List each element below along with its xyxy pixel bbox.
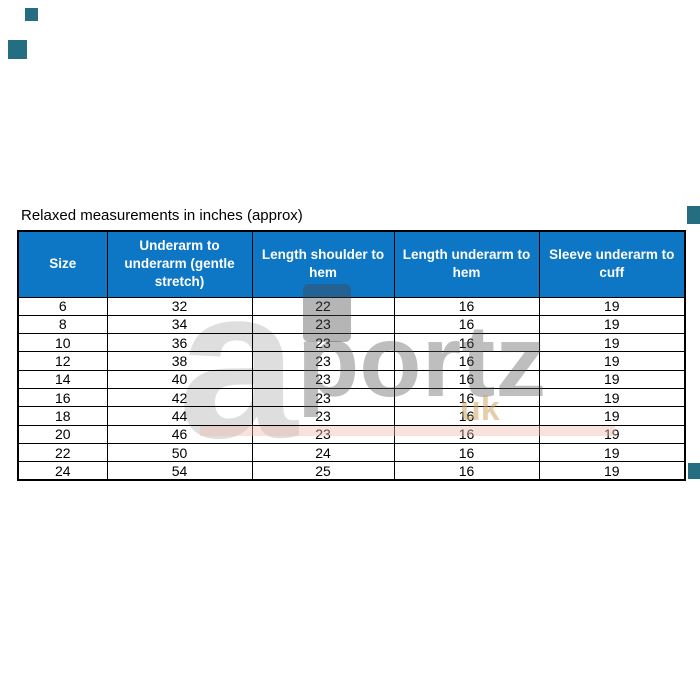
table-cell: 18 <box>17 406 108 426</box>
table-cell: 16 <box>393 424 540 444</box>
table-cell: 6 <box>17 296 108 316</box>
table-cell: 19 <box>538 351 686 371</box>
table-cell: 23 <box>251 387 395 408</box>
header-row: Size Underarm to underarm (gentle stretch… <box>17 230 686 298</box>
table-row: 20 46 23 16 19 <box>17 424 686 444</box>
table-cell: 42 <box>106 387 253 408</box>
table-cell: 19 <box>538 387 686 408</box>
table-cell: 23 <box>251 351 395 371</box>
table-cell: 8 <box>17 314 108 335</box>
table-cell: 54 <box>106 461 253 481</box>
table-cell: 16 <box>393 296 540 316</box>
table-cell: 16 <box>393 369 540 389</box>
table-cell: 16 <box>393 387 540 408</box>
table-cell: 19 <box>538 461 686 481</box>
column-header: Length underarm to hem <box>393 230 540 298</box>
decor-square-right-lower <box>688 463 700 479</box>
table-cell: 23 <box>251 314 395 335</box>
table-body: 6 32 22 16 19 8 34 23 16 19 10 36 23 16 19 12 38 23 16 19 14… <box>17 296 686 481</box>
table-cell: 36 <box>106 333 253 353</box>
table-cell: 19 <box>538 333 686 353</box>
table-cell: 24 <box>17 461 108 481</box>
table-row: 18 44 23 16 19 <box>17 406 686 426</box>
table-cell: 16 <box>393 314 540 335</box>
table-cell: 24 <box>251 442 395 463</box>
table-cell: 32 <box>106 296 253 316</box>
table-cell: 16 <box>393 442 540 463</box>
column-header: Length shoulder to hem <box>251 230 395 298</box>
column-header: Size <box>17 230 108 298</box>
table-row: 10 36 23 16 19 <box>17 333 686 353</box>
table-cell: 25 <box>251 461 395 481</box>
table-cell: 38 <box>106 351 253 371</box>
decor-square-right-upper <box>687 206 700 224</box>
column-header: Underarm to underarm (gentle stretch) <box>106 230 253 298</box>
table-cell: 20 <box>17 424 108 444</box>
table-row: 12 38 23 16 19 <box>17 351 686 371</box>
table-row: 22 50 24 16 19 <box>17 442 686 463</box>
measurement-table: Size Underarm to underarm (gentle stretch… <box>17 230 686 482</box>
table-cell: 50 <box>106 442 253 463</box>
table-cell: 40 <box>106 369 253 389</box>
table-cell: 23 <box>251 333 395 353</box>
table-cell: 19 <box>538 314 686 335</box>
table-cell: 22 <box>17 442 108 463</box>
table-cell: 16 <box>393 406 540 426</box>
table-cell: 16 <box>393 351 540 371</box>
table-cell: 16 <box>17 387 108 408</box>
table-row: 6 32 22 16 19 <box>17 296 686 316</box>
table-cell: 19 <box>538 442 686 463</box>
decor-square-top-left-1 <box>25 8 38 21</box>
table-cell: 16 <box>393 461 540 481</box>
table-cell: 14 <box>17 369 108 389</box>
table-row: 8 34 23 16 19 <box>17 314 686 335</box>
table-cell: 46 <box>106 424 253 444</box>
table-cell: 19 <box>538 369 686 389</box>
table-row: 16 42 23 16 19 <box>17 387 686 408</box>
table-cell: 23 <box>251 369 395 389</box>
decor-square-top-left-2 <box>8 40 27 59</box>
measurement-table-wrap: Size Underarm to underarm (gentle stretch… <box>17 230 686 482</box>
table-cell: 23 <box>251 424 395 444</box>
table-cell: 23 <box>251 406 395 426</box>
table-cell: 44 <box>106 406 253 426</box>
table-cell: 10 <box>17 333 108 353</box>
table-cell: 16 <box>393 333 540 353</box>
table-caption: Relaxed measurements in inches (approx) <box>21 207 303 224</box>
table-cell: 12 <box>17 351 108 371</box>
table-row: 14 40 23 16 19 <box>17 369 686 389</box>
table-header: Size Underarm to underarm (gentle stretch… <box>17 230 686 298</box>
column-header: Sleeve underarm to cuff <box>538 230 686 298</box>
table-cell: 19 <box>538 406 686 426</box>
table-cell: 19 <box>538 296 686 316</box>
table-row: 24 54 25 16 19 <box>17 461 686 481</box>
table-cell: 22 <box>251 296 395 316</box>
table-cell: 34 <box>106 314 253 335</box>
table-cell: 19 <box>538 424 686 444</box>
